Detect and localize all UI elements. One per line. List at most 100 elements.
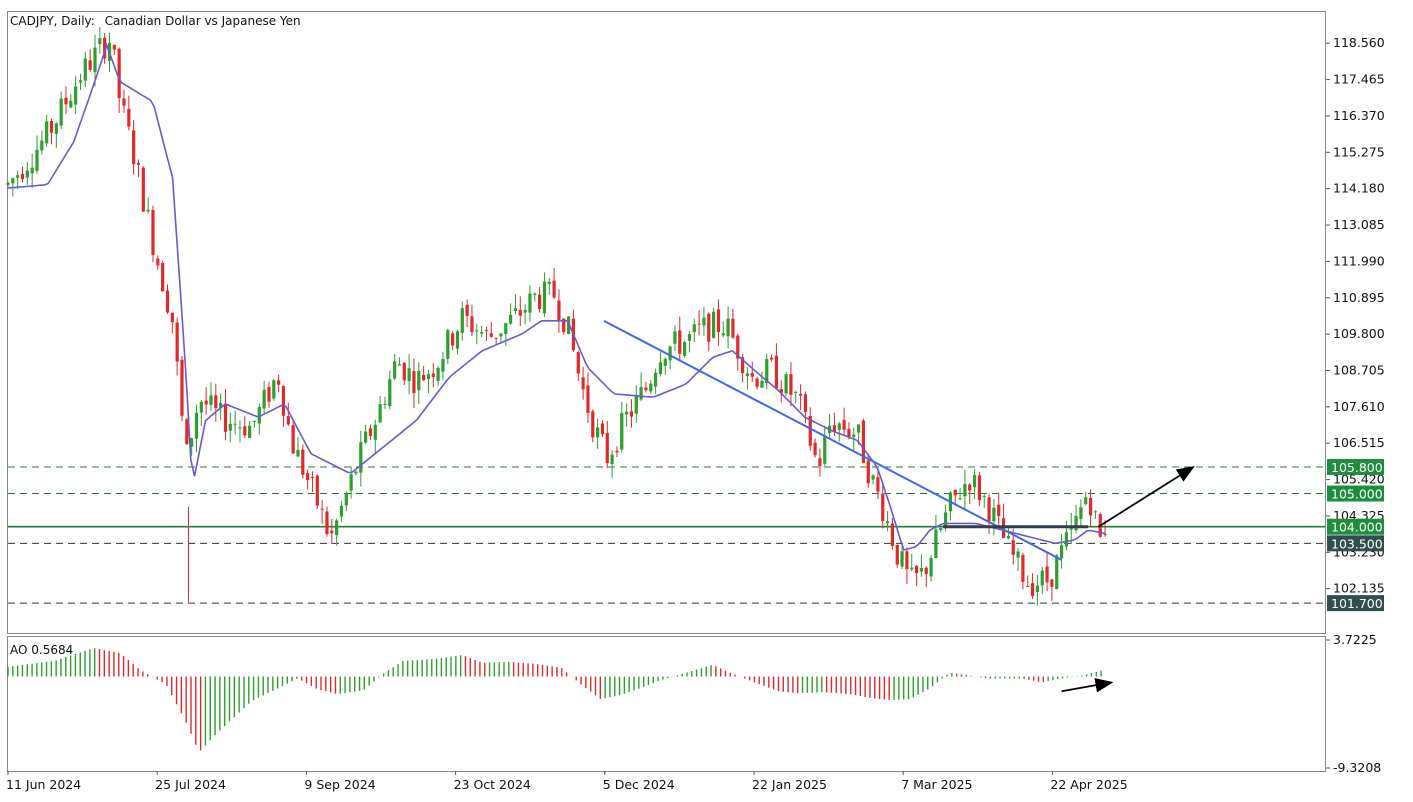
candle-bull (620, 413, 624, 450)
price-level-badge-label: 101.700 (1331, 596, 1383, 611)
candle-bear (707, 313, 711, 342)
symbol-label: CADJPY, Daily: (10, 14, 95, 28)
candle-bull (794, 392, 798, 394)
candle-bull (252, 420, 257, 422)
candle-bull (745, 373, 750, 377)
price-tick-label: 105.420 (1333, 472, 1385, 487)
price-level-badge-label: 105.000 (1331, 487, 1383, 502)
price-tick-label: 117.465 (1333, 72, 1385, 87)
candle-bear (310, 476, 315, 479)
candle-bull (383, 403, 387, 405)
candle-bear (755, 378, 759, 387)
chart-title: CADJPY, Daily: Canadian Dollar vs Japane… (10, 14, 301, 28)
candle-bear (161, 263, 165, 292)
candle-bear (779, 388, 783, 393)
ao-tick-label: -9.3208 (1333, 760, 1381, 775)
candle-bear (905, 551, 909, 570)
candle-bear (977, 475, 982, 501)
candle-bull (45, 121, 49, 144)
candle-bear (1021, 555, 1025, 582)
price-tick-label: 116.370 (1333, 108, 1385, 123)
price-tick-label: 109.800 (1333, 326, 1385, 341)
candle-bull (393, 361, 397, 379)
price-level-badge-label: 103.500 (1331, 536, 1383, 551)
candle-bull (59, 98, 63, 126)
candle-bear (286, 416, 290, 425)
candle-bear (876, 477, 880, 492)
candles (6, 27, 1107, 606)
candle-bull (852, 434, 856, 437)
candle-bear (1011, 540, 1015, 555)
candle-bull (963, 483, 967, 497)
candle-bear (484, 329, 489, 331)
candle-bear (170, 312, 174, 323)
candle-bear (112, 44, 116, 50)
candle-bull (910, 567, 914, 570)
candle-bear (330, 530, 334, 534)
candle-bear (605, 432, 609, 464)
candle-bear (914, 565, 919, 574)
candle-bear (581, 377, 585, 390)
candle-bull (625, 411, 629, 415)
candle-bull (567, 316, 571, 334)
time-tick-label: 25 Jul 2024 (155, 777, 226, 792)
candle-bear (175, 322, 179, 362)
candle-bull (523, 309, 527, 313)
candle-bear (64, 97, 68, 105)
candle-bear (600, 423, 605, 435)
candle-bear (586, 385, 590, 413)
candle-bear (769, 357, 774, 360)
candle-bull (760, 380, 764, 388)
candle-bull (354, 471, 358, 474)
candle-bull (668, 346, 672, 361)
candle-bear (1045, 566, 1049, 583)
candle-bear (165, 290, 170, 313)
candle-bull (509, 314, 513, 324)
candle-bull (219, 403, 223, 408)
candle-bear (281, 386, 286, 416)
candle-bull (74, 86, 78, 105)
candle-bear (122, 98, 126, 106)
candle-bear (1103, 534, 1107, 536)
candle-bull (634, 395, 638, 414)
candle-bull (378, 404, 382, 423)
candle-bull (1006, 536, 1011, 539)
candle-bull (1084, 497, 1088, 505)
ao-label: AO 0.5684 (10, 643, 73, 657)
candle-bear (49, 121, 54, 133)
candle-bull (446, 329, 450, 359)
price-tick-label: 108.705 (1333, 362, 1385, 377)
candle-bear (1030, 583, 1035, 597)
candle-bear (552, 280, 556, 298)
candle-bull (784, 374, 788, 394)
candle-bear (465, 304, 469, 316)
price-tick-label: 115.275 (1333, 144, 1385, 159)
candle-bull (649, 383, 653, 392)
price-level-badge (1327, 518, 1384, 535)
candle-bull (1040, 570, 1044, 586)
candle-bear (315, 475, 319, 506)
candle-bear (320, 508, 324, 510)
candle-bear (798, 393, 803, 396)
price-level-badge (1327, 485, 1384, 502)
candle-bull (54, 123, 58, 134)
candle-bear (847, 428, 851, 437)
candle-bull (35, 149, 39, 171)
candle-bear (243, 426, 247, 436)
candle-bear (368, 428, 373, 437)
candle-bull (417, 370, 421, 391)
candle-bull (513, 308, 518, 311)
candle-bull (349, 474, 353, 491)
price-level-badge-label: 104.000 (1331, 520, 1383, 535)
candle-bull (958, 498, 962, 500)
price-tick-label: 106.515 (1333, 435, 1385, 450)
candle-bull (359, 442, 363, 473)
price-level-badge (1327, 535, 1384, 552)
candle-bear (141, 167, 145, 212)
candle-bull (388, 379, 392, 407)
candle-bull (702, 317, 706, 326)
candle-bull (658, 362, 663, 374)
candle-bull (1059, 545, 1064, 559)
candle-bull (98, 38, 102, 45)
